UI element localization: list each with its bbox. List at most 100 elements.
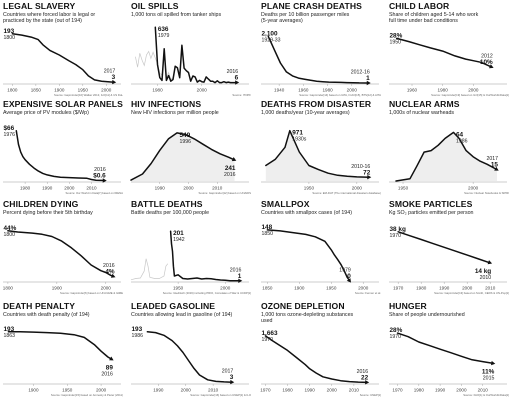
- series-line: [130, 132, 236, 181]
- series-line: [15, 130, 106, 182]
- arrow-head: [102, 178, 107, 183]
- series-line: [395, 131, 498, 182]
- series-line: [7, 331, 113, 361]
- arrow-head: [494, 166, 499, 171]
- x-tick-label: 2000: [347, 88, 358, 93]
- series-line: [154, 26, 238, 84]
- source-note: Source: Gapminder[16] based on UNEP[1] &…: [190, 393, 252, 397]
- series-line: [146, 331, 234, 383]
- arrow-head: [489, 64, 494, 69]
- annotation-value: 64: [456, 131, 464, 138]
- annotation-year: 2016: [103, 263, 115, 269]
- source-note: Source: ITOPF: [232, 93, 251, 97]
- x-tick-label: 1990: [439, 286, 450, 291]
- x-tick-label: 1940: [274, 88, 285, 93]
- x-tick-label: 1980: [438, 88, 449, 93]
- annotation-year: 1996: [180, 139, 192, 145]
- annotation-value: 193: [4, 326, 15, 333]
- x-tick-label: 2000: [358, 286, 369, 291]
- source-note: Source: FAO[1] & OurWorldInData[1]: [463, 393, 509, 397]
- x-tick-label: 1800: [7, 88, 18, 93]
- x-tick-label: 1950: [173, 286, 184, 291]
- series-line: [395, 37, 493, 68]
- annotation-value: 38 kg: [390, 226, 406, 233]
- x-tick-label: 1990: [435, 388, 446, 393]
- x-tick-label: 1960: [407, 88, 418, 93]
- x-tick-label: 1950: [304, 186, 315, 191]
- x-tick-label: 1900: [28, 388, 39, 393]
- source-note: Source: Fenner et al.: [355, 291, 381, 295]
- x-tick-label: 2010: [478, 388, 489, 393]
- annotation-value: 15: [491, 162, 499, 169]
- chart-title: OIL SPILLS: [131, 1, 179, 11]
- annotation-value: 11%: [482, 368, 495, 375]
- annotation-year: 2017: [104, 69, 116, 75]
- series-line: [169, 230, 242, 282]
- chart-subtitle: Kg SO₂ particles emitted per person: [389, 210, 474, 216]
- chart-title: NUCLEAR ARMS: [389, 99, 460, 109]
- annotation-value: 636: [158, 26, 169, 33]
- chart-subtitle: practiced by the state (out of 194): [3, 18, 82, 24]
- chart-title: LEADED GASOLINE: [131, 301, 215, 311]
- annotation-value: 22: [361, 374, 369, 381]
- annotation-year: 1970: [262, 337, 274, 343]
- series-line: [7, 230, 115, 278]
- source-note: Source: Gapminder[12] based on UNAIDS: [198, 191, 251, 195]
- chart-subtitle: Countries with death penalty (of 194): [3, 312, 90, 318]
- chart-title: SMOKE PARTICLES: [389, 199, 473, 209]
- arrow-head: [487, 260, 493, 265]
- chart-title: OZONE DEPLETION: [261, 301, 345, 311]
- annotation-year: 1800: [4, 232, 16, 238]
- x-tick-label: 1950: [398, 186, 409, 191]
- arrow-head: [346, 278, 351, 283]
- arrow-head: [110, 273, 116, 278]
- annotation-year: 1979: [158, 33, 170, 39]
- x-tick-label: 2010: [86, 186, 97, 191]
- x-tick-label: 1980: [282, 388, 293, 393]
- chart-subtitle: Countries where forced labor is legal or: [3, 12, 95, 18]
- annotation-year: 1986: [456, 138, 468, 144]
- annotation-value: 28%: [390, 32, 403, 39]
- chart-title: PLANE CRASH DEATHS: [261, 1, 362, 11]
- chart-subtitle: 1,000s of nuclear warheads: [389, 110, 454, 116]
- x-tick-label: 1800: [3, 286, 14, 291]
- source-note: Source: Nuclear Notebooks & SIPRI: [464, 191, 509, 195]
- x-tick-label: 2000: [456, 388, 467, 393]
- series-line: [267, 35, 370, 84]
- x-tick-label: 1990: [305, 388, 316, 393]
- x-tick-label: 2000: [101, 88, 112, 93]
- chart-subtitle: Deaths per 10 billion passenger miles: [261, 12, 350, 18]
- annotation-year: 2016: [94, 167, 106, 173]
- background-series-line: [135, 49, 176, 81]
- x-tick-label: 1980: [416, 286, 427, 291]
- arrow-head: [366, 80, 371, 86]
- annotation-value: 201: [173, 230, 184, 237]
- annotation-year: 2016: [224, 172, 236, 178]
- source-note: Source: UNEP[1]: [360, 393, 382, 397]
- arrow-head: [365, 380, 370, 385]
- source-note: Source: Gapminder[19] based on ILO[15] &…: [431, 93, 509, 97]
- annotation-value: 193: [4, 28, 15, 35]
- area-fill: [396, 132, 497, 181]
- annotation-year: 1800: [4, 35, 16, 41]
- series-line: [397, 231, 491, 264]
- annotation-year: 2010: [480, 275, 492, 281]
- chart-title: HUNGER: [389, 301, 428, 311]
- annotation-year: 2016: [230, 267, 242, 273]
- annotation-year: 2016: [357, 369, 369, 375]
- x-tick-label: 1850: [31, 88, 42, 93]
- annotation-value: 44%: [4, 225, 17, 232]
